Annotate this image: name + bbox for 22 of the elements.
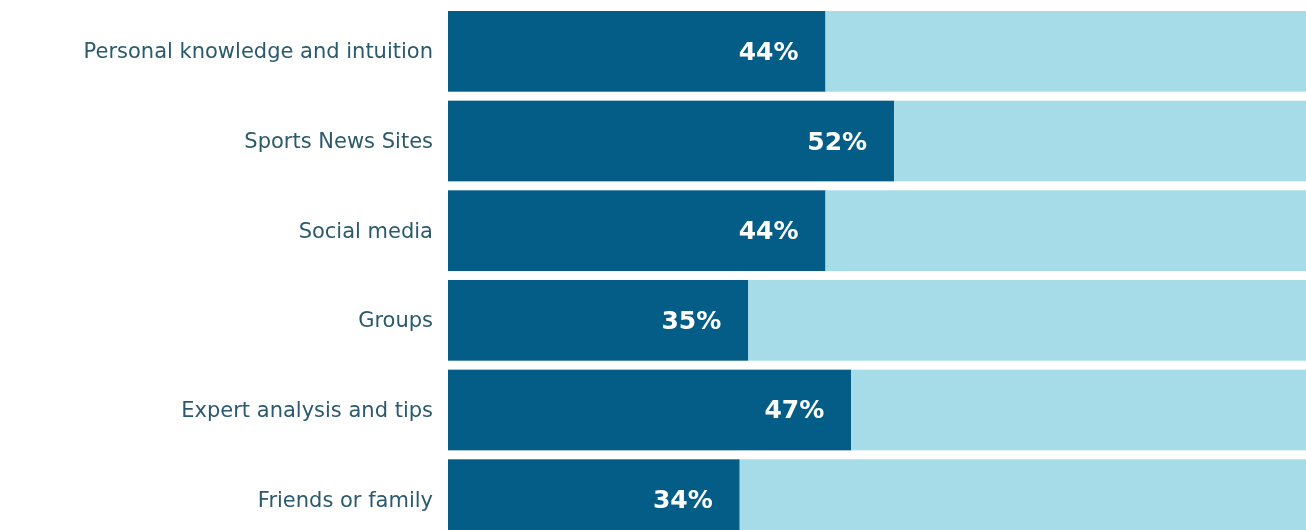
y-tick-label: Expert analysis and tips xyxy=(181,397,433,422)
bar xyxy=(748,279,1306,361)
data-label: 44% xyxy=(738,36,799,66)
data-label: 44% xyxy=(738,216,799,246)
y-tick-label: Sports News Sites xyxy=(244,129,433,154)
bar xyxy=(448,190,826,272)
bar xyxy=(448,11,826,92)
bar xyxy=(448,100,895,182)
bar xyxy=(851,369,1306,451)
bar xyxy=(894,100,1306,182)
y-tick-label: Groups xyxy=(358,308,433,333)
bar xyxy=(448,369,852,451)
bar xyxy=(448,279,749,361)
y-tick-label: Social media xyxy=(298,218,433,243)
y-tick-label: Personal knowledge and intuition xyxy=(83,39,433,64)
y-tick-label: Friends or family xyxy=(257,487,433,512)
data-label: 35% xyxy=(661,305,722,335)
bar xyxy=(825,190,1306,272)
data-label: 52% xyxy=(807,126,868,156)
data-label: 34% xyxy=(652,485,713,515)
bar xyxy=(825,11,1306,92)
data-label: 47% xyxy=(764,395,825,425)
